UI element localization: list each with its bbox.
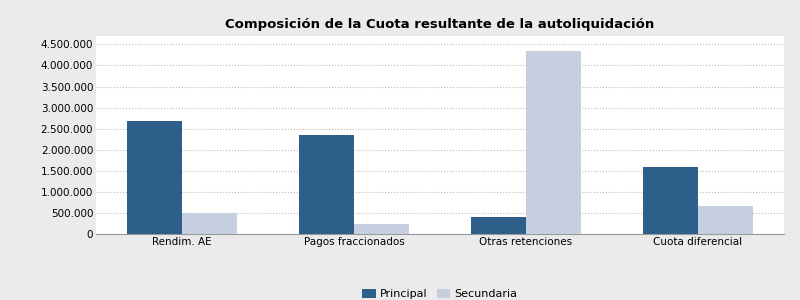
Bar bbox=[698, 206, 753, 234]
Bar bbox=[127, 121, 182, 234]
Bar bbox=[299, 135, 354, 234]
Title: Composición de la Cuota resultante de la autoliquidación: Composición de la Cuota resultante de la… bbox=[226, 18, 654, 31]
Legend: Principal, Secundaria: Principal, Secundaria bbox=[358, 285, 522, 300]
Bar bbox=[182, 213, 238, 234]
Bar bbox=[354, 224, 409, 234]
Bar bbox=[526, 51, 581, 234]
Bar bbox=[642, 167, 698, 234]
Bar bbox=[471, 217, 526, 234]
